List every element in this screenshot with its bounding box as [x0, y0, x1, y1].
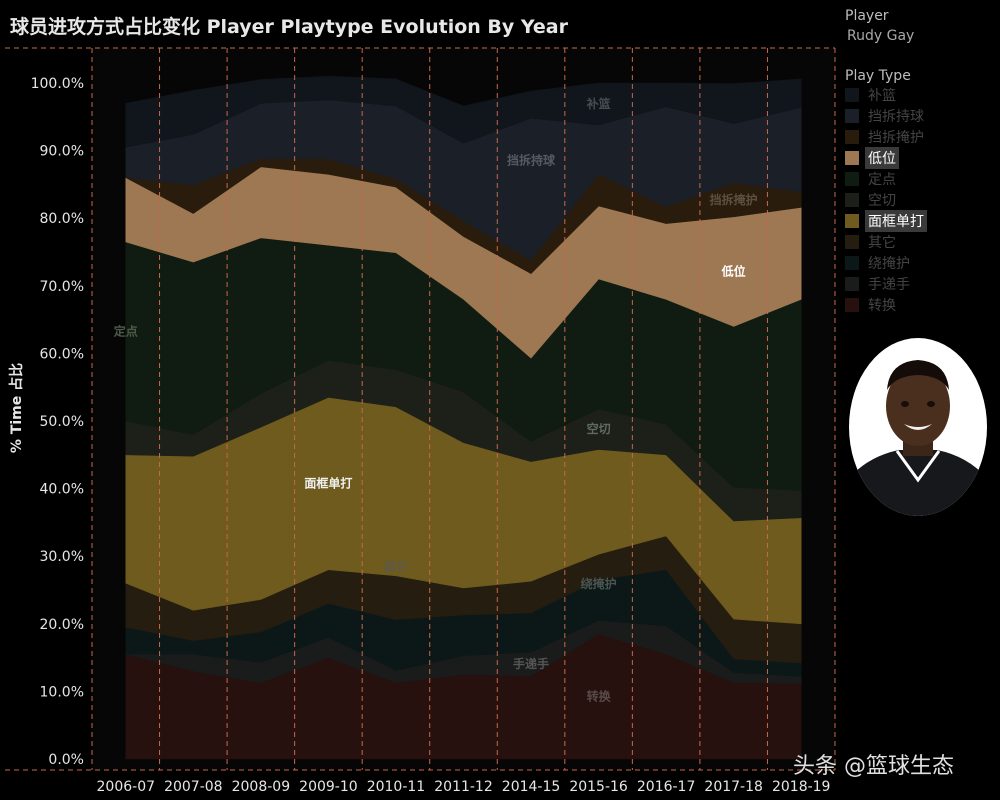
legend-item[interactable]: 低位 — [845, 146, 995, 169]
grid-layer — [5, 47, 836, 771]
legend-swatch — [845, 234, 859, 249]
area-label: 低位 — [721, 264, 746, 279]
x-tick-label: 2016-17 — [637, 779, 696, 795]
legend-swatch — [845, 213, 859, 228]
legend-label: 绕掩护 — [868, 255, 910, 272]
y-tick-label: 80.0% — [40, 211, 84, 227]
legend-item[interactable]: 面框单打 — [845, 209, 995, 232]
area-label: 转换 — [587, 688, 612, 703]
area-label: 补篮 — [586, 96, 611, 111]
legend-swatch — [845, 276, 859, 291]
area-label: 空切 — [587, 421, 611, 436]
x-tick-label: 2018-19 — [772, 779, 831, 795]
legend-swatch — [845, 129, 859, 144]
x-tick-label: 2015-16 — [569, 779, 628, 795]
player-portrait-icon — [849, 338, 987, 516]
legend-item[interactable]: 手递手 — [845, 273, 995, 294]
legend-label: 补篮 — [868, 87, 896, 104]
area-label: 挡拆持球 — [507, 153, 556, 168]
legend-item[interactable]: 空切 — [845, 189, 995, 210]
x-tick-label: 2008-09 — [232, 779, 291, 795]
y-tick-label: 50.0% — [40, 414, 84, 430]
legend-item[interactable]: 定点 — [845, 168, 995, 189]
legend-swatch — [845, 171, 859, 186]
watermark: 头条 @篮球生态 — [793, 754, 954, 779]
legend-label: 低位 — [865, 146, 899, 169]
x-tick-label: 2006-07 — [97, 779, 156, 795]
area-label: 绕掩护 — [581, 576, 617, 591]
legend-swatch — [845, 87, 859, 102]
area-label: 面框单打 — [304, 476, 352, 491]
legend-label: 空切 — [868, 192, 896, 209]
legend-label: 其它 — [868, 234, 896, 251]
area-labels-layer: 转换 手递手 绕掩护 其它 面框单打 空切 定点 低位 挡拆掩护 挡拆持球 补篮 — [114, 96, 758, 704]
y-tick-label: 10.0% — [40, 684, 84, 700]
areas-layer — [92, 48, 835, 770]
legend-swatch — [845, 108, 859, 123]
area-label: 定点 — [114, 323, 138, 338]
legend-label: 定点 — [868, 171, 896, 188]
legend-item[interactable]: 挡拆持球 — [845, 105, 995, 126]
y-tick-label: 30.0% — [40, 549, 84, 565]
x-tick-label: 2007-08 — [164, 779, 223, 795]
player-avatar — [849, 338, 987, 516]
legend-item[interactable]: 绕掩护 — [845, 252, 995, 273]
legend-item[interactable]: 转换 — [845, 294, 995, 315]
y-tick-label: 90.0% — [40, 144, 84, 160]
legend-swatch — [845, 297, 859, 312]
legend-label: 面框单打 — [865, 209, 927, 232]
area-label: 手递手 — [513, 656, 549, 671]
legend-label: 手递手 — [868, 276, 910, 293]
x-tick-label: 2009-10 — [299, 779, 358, 795]
legend-item[interactable]: 补篮 — [845, 84, 995, 105]
legend: 补篮 挡拆持球 挡拆掩护 低位 定点 空切 面框单打 其它 绕掩护 手递手 转换 — [845, 84, 995, 315]
legend-item[interactable]: 挡拆掩护 — [845, 126, 995, 147]
y-tick-label: 100.0% — [31, 76, 84, 92]
x-tick-label: 2010-11 — [367, 779, 426, 795]
legend-label: 挡拆掩护 — [868, 129, 924, 146]
legend-heading: Play Type — [845, 68, 911, 84]
stacked-area-chart: 0.0% 10.0% 20.0% 30.0% 40.0% 50.0% 60.0% 70.0% 8… — [5, 47, 836, 795]
legend-swatch — [845, 255, 859, 270]
x-tick-label: 2014-15 — [502, 779, 561, 795]
y-tick-label: 0.0% — [48, 752, 84, 768]
player-filter-value[interactable]: Rudy Gay — [847, 28, 915, 44]
x-tick-label: 2011-12 — [434, 779, 493, 795]
chart-title: 球员进攻方式占比变化 Player Playtype Evolution By … — [10, 16, 568, 38]
legend-item[interactable]: 其它 — [845, 231, 995, 252]
legend-label: 转换 — [868, 297, 896, 314]
y-axis-label: % Time 占比 — [8, 363, 25, 453]
legend-label: 挡拆持球 — [868, 108, 924, 125]
y-tick-label: 60.0% — [40, 346, 84, 362]
y-tick-label: 40.0% — [40, 482, 84, 498]
legend-swatch — [845, 192, 859, 207]
area-label: 其它 — [384, 559, 408, 574]
legend-swatch — [845, 150, 859, 165]
y-tick-label: 20.0% — [40, 617, 84, 633]
area-label: 挡拆掩护 — [710, 192, 758, 207]
player-filter-heading: Player — [845, 8, 889, 24]
side-panel: Player Rudy Gay Play Type 补篮 挡拆持球 挡拆掩护 低… — [845, 8, 995, 315]
y-tick-label: 70.0% — [40, 279, 84, 295]
x-tick-label: 2017-18 — [704, 779, 763, 795]
axis-layer: 0.0% 10.0% 20.0% 30.0% 40.0% 50.0% 60.0% 70.0% 8… — [31, 76, 831, 795]
